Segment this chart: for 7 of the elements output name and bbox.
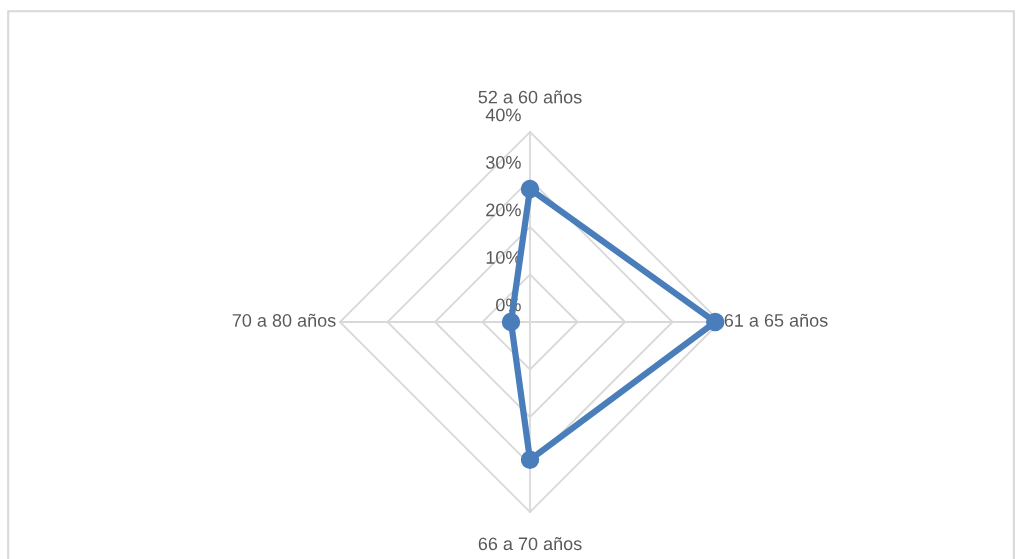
y-tick-label: 40% <box>485 108 521 122</box>
y-tick-label: 20% <box>486 203 521 217</box>
spoke-label: 61 a 65 años <box>724 313 828 327</box>
spoke-label: 66 a 70 años <box>478 537 582 551</box>
y-tick-label: 30% <box>486 156 521 169</box>
spoke-label: 52 a 60 años <box>478 90 582 104</box>
spoke-label: 70 a 80 años <box>232 313 336 327</box>
